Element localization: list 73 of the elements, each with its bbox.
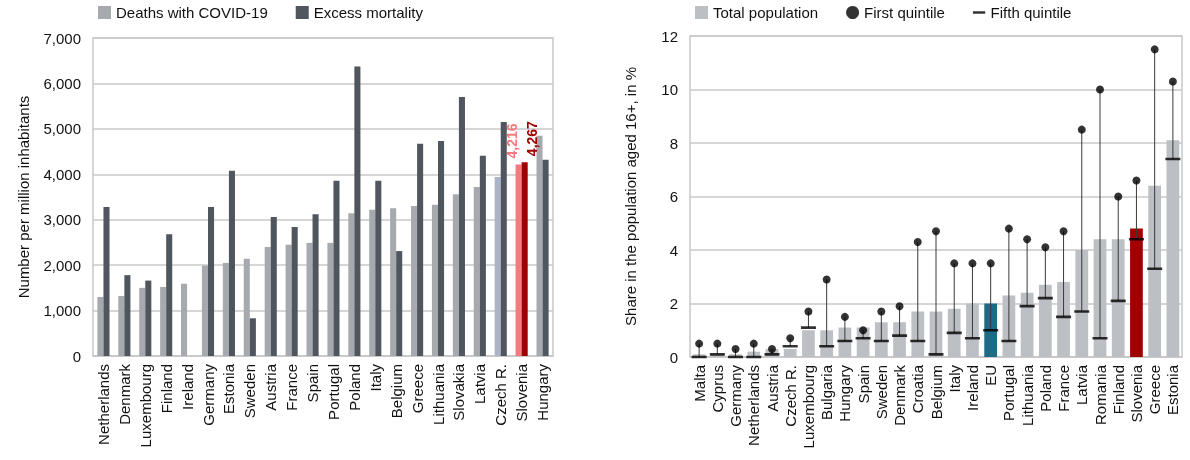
x-tick-label: Hungary (534, 363, 552, 421)
y-tick-label: 2,000 (43, 256, 81, 274)
x-tick-label: Belgium (927, 365, 945, 420)
legend-label: Total population (713, 4, 819, 21)
x-tick-label: Ireland (178, 364, 196, 410)
x-tick-label: Germany (199, 363, 217, 426)
x-tick-label: Sweden (241, 364, 259, 419)
y-tick-label: 5,000 (43, 120, 81, 138)
x-tick-label: Italy (366, 363, 384, 392)
x-tick-label: Austria (262, 363, 280, 411)
x-tick-label: Estonia (220, 363, 238, 415)
x-tick-label: Lithuania (1018, 364, 1036, 426)
x-tick-label: Austria (763, 364, 781, 412)
x-tick-label: Cyprus (708, 365, 726, 413)
x-tick-label: Poland (345, 364, 363, 411)
x-tick-label: Netherlands (745, 365, 763, 446)
legend-label: Excess mortality (313, 4, 424, 21)
x-tick-label: Spain (304, 364, 322, 403)
x-tick-label: Slovenia (513, 363, 531, 422)
legend-label: Deaths with COVID-19 (116, 4, 268, 21)
x-tick-label: Belgium (387, 364, 405, 419)
y-tick-label: 2 (669, 295, 678, 312)
data-label: 4,216 (503, 123, 520, 159)
x-tick-label: France (1055, 365, 1073, 412)
y-tick-label: 8 (669, 134, 678, 152)
x-tick-label: Luxembourg (799, 365, 817, 449)
x-tick-label: Bulgaria (818, 364, 836, 421)
x-tick-label: Slovakia (450, 363, 468, 421)
legend-label: Fifth quintile (990, 4, 1072, 21)
x-tick-label: Greece (1146, 365, 1164, 415)
y-axis-title: Number per million inhabitants (15, 95, 32, 299)
legend-label: First quintile (864, 4, 945, 21)
y-tick-label: 7,000 (43, 29, 81, 47)
x-tick-label: Croatia (909, 364, 927, 414)
x-tick-label: Spain (854, 365, 872, 404)
x-tick-label: Luxembourg (136, 364, 154, 448)
x-tick-label: Czech R. (492, 364, 510, 426)
x-tick-label: Portugal (1000, 365, 1018, 421)
x-tick-label: Hungary (836, 364, 854, 422)
x-tick-label: Germany (727, 364, 745, 427)
y-axis-title: Share in the population aged 16+, in % (622, 67, 639, 326)
x-tick-label: Czech R. (781, 365, 799, 427)
x-tick-label: Finland (1109, 365, 1127, 415)
x-tick-label: Slovenia (1127, 364, 1145, 423)
x-tick-label: Latvia (471, 363, 489, 405)
x-tick-label: Finland (157, 364, 175, 414)
data-label: 4,267 (523, 120, 540, 157)
x-tick-label: Greece (408, 364, 426, 414)
y-tick-label: 4 (669, 241, 678, 259)
x-tick-label: Poland (1036, 365, 1054, 412)
x-tick-label: Ireland (963, 365, 981, 411)
x-tick-label: Romania (1091, 364, 1109, 426)
x-tick-label: EU (982, 365, 1000, 386)
x-tick-label: Malta (690, 364, 708, 402)
x-tick-label: Estonia (1164, 364, 1182, 416)
x-tick-label: Italy (945, 364, 963, 393)
x-tick-label: France (283, 364, 301, 411)
x-tick-label: Lithuania (429, 363, 447, 425)
y-tick-label: 6 (669, 188, 678, 205)
y-tick-label: 0 (669, 348, 678, 366)
y-tick-label: 12 (661, 27, 678, 45)
y-tick-label: 0 (72, 347, 81, 365)
x-tick-label: Netherlands (94, 364, 112, 445)
y-tick-label: 6,000 (43, 74, 81, 92)
x-tick-label: Latvia (1073, 364, 1091, 406)
y-tick-label: 10 (661, 81, 678, 98)
x-tick-label: Portugal (324, 364, 342, 420)
y-tick-label: 1,000 (43, 302, 81, 320)
y-tick-label: 4,000 (43, 165, 81, 183)
x-tick-label: Denmark (891, 364, 909, 426)
y-tick-label: 3,000 (43, 211, 81, 229)
x-tick-label: Sweden (872, 365, 890, 420)
x-tick-label: Denmark (115, 363, 133, 425)
